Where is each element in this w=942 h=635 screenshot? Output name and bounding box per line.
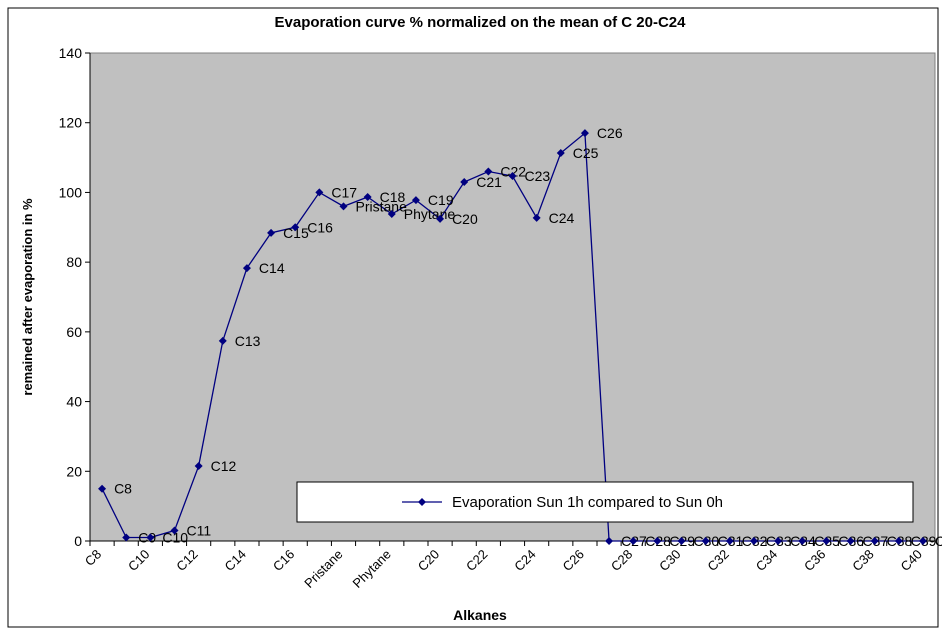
data-point [774,537,783,545]
data-label: C20 [452,211,478,227]
data-point [242,264,251,273]
data-point [146,533,155,542]
data-point [701,537,710,545]
data-point [677,537,686,545]
data-point [846,537,855,545]
data-point [605,537,614,545]
data-point [556,149,565,158]
data-point [339,202,348,211]
data-point [387,210,396,219]
data-point [894,537,903,545]
data-point [580,129,589,138]
data-point [532,213,541,222]
legend-label: Evaporation Sun 1h compared to Sun 0h [452,494,723,511]
data-label: C24 [549,210,575,226]
data-label: C17 [331,184,357,200]
data-point [218,336,227,345]
data-point [918,537,927,545]
data-point [629,537,638,545]
data-point [484,167,493,176]
data-point [363,192,372,201]
data-point [194,462,203,471]
data-label: C16 [307,219,333,235]
data-label: C25 [573,145,599,161]
plot-area [89,52,936,542]
data-label: C8 [114,481,132,497]
data-point [411,196,420,205]
data-label: C11 [187,523,212,539]
chart-title: Evaporation curve % normalized on the me… [275,14,687,31]
data-label: C19 [428,192,454,208]
data-point [749,537,758,545]
data-label: C15 [283,225,309,241]
data-point [267,228,276,237]
y-axis-title: remained after evaporation in % [20,198,35,396]
data-point [508,172,517,181]
data-point [460,177,469,186]
y-tick-label: 40 [66,394,82,410]
data-label: C10 [162,530,188,546]
data-label: C26 [597,125,623,141]
data-point [122,533,131,542]
data-label: C14 [259,260,285,276]
y-tick-label: 0 [74,533,82,549]
y-tick-label: 80 [66,254,82,270]
data-point [798,537,807,545]
data-label: C18 [380,189,406,205]
x-axis-title: Alkanes [453,607,507,623]
data-point [98,484,107,493]
legend: Evaporation Sun 1h compared to Sun 0h [296,481,914,523]
data-label: C40 [935,533,942,549]
data-label: Pristane [356,198,408,214]
y-tick-label: 140 [59,45,83,61]
data-label: C22 [500,164,526,180]
data-label: C23 [525,168,551,184]
data-point [653,537,662,545]
data-label: C12 [211,458,237,474]
data-point [436,214,445,223]
y-tick-label: 120 [59,115,83,131]
legend-box [296,481,914,523]
data-point [870,537,879,545]
y-tick-label: 20 [66,463,82,479]
data-point [315,188,324,197]
data-label: Phytane [404,206,456,222]
data-point [725,537,734,545]
y-tick-label: 100 [59,184,83,200]
data-label: C13 [235,333,261,349]
data-point [291,223,300,232]
legend-marker [418,498,426,506]
data-point [170,526,179,535]
data-point [822,537,831,545]
y-tick-label: 60 [66,324,82,340]
data-label: C21 [476,174,502,190]
